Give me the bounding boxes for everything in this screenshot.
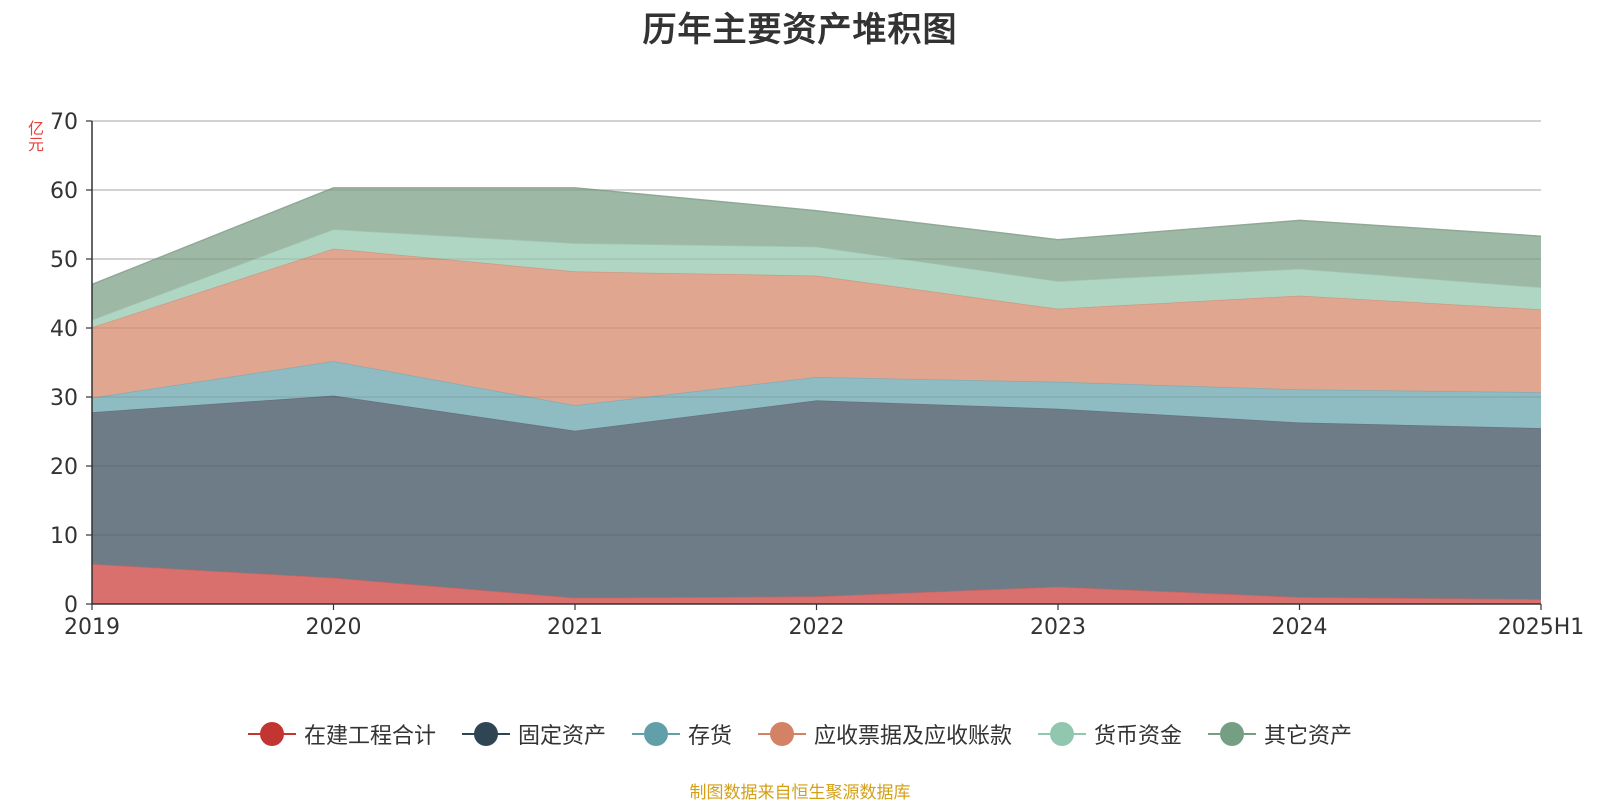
- area-series-2: [92, 361, 1541, 431]
- legend-label: 其它资产: [1264, 724, 1353, 749]
- y-tick-label: 20: [50, 455, 78, 480]
- legend-item[interactable]: 货币资金: [1038, 718, 1182, 750]
- legend-item[interactable]: 应收票据及应收账款: [758, 718, 1012, 750]
- y-tick-label: 40: [50, 317, 78, 342]
- stacked-area-chart: 0 10 20 30 40 50 60 70 2019 2020 2021 2022 2023 2024 2…: [50, 110, 1584, 640]
- legend-marker-icon: [247, 722, 296, 746]
- legend-marker-icon: [1208, 722, 1257, 746]
- x-tick-label: 2022: [789, 615, 845, 640]
- axes: 0 10 20 30 40 50 60 70 2019 2020 2021 2022 2023 2024 2…: [50, 110, 1584, 640]
- legend-item[interactable]: 固定资产: [461, 718, 606, 750]
- y-tick-label: 30: [50, 386, 78, 411]
- y-tick-label: 0: [64, 593, 78, 618]
- y-axis-unit: 亿元: [25, 120, 44, 152]
- legend-item[interactable]: 其它资产: [1208, 718, 1352, 750]
- legend-marker-icon: [631, 722, 680, 746]
- legend-label: 应收票据及应收账款: [814, 724, 1013, 749]
- x-tick-label: 2019: [64, 615, 120, 640]
- legend-item[interactable]: 存货: [631, 718, 732, 750]
- legend-label: 在建工程合计: [303, 724, 436, 749]
- x-tick-label: 2023: [1030, 615, 1086, 640]
- chart-title: 历年主要资产堆积图: [642, 10, 958, 50]
- y-tick-label: 60: [50, 179, 78, 204]
- data-source-note: 制图数据来自恒生聚源数据库: [689, 783, 911, 803]
- legend: 在建工程合计 固定资产 存货 应收票据及应收账款 货币资金 其它资产: [0, 718, 1600, 750]
- area-series-0: [92, 564, 1541, 604]
- y-tick-label: 50: [50, 248, 78, 273]
- area-top-line-5: [91, 187, 1542, 286]
- legend-label: 货币资金: [1094, 724, 1183, 749]
- area-series-4: [92, 229, 1541, 328]
- legend-label: 存货: [687, 724, 732, 749]
- area-series: [91, 120, 1542, 604]
- x-tick-label: 2021: [547, 615, 603, 640]
- y-tick-label: 10: [50, 524, 78, 549]
- area-series-5: [92, 187, 1541, 320]
- area-series-1: [92, 395, 1541, 600]
- x-tick-label: 2025H1: [1498, 615, 1585, 640]
- legend-marker-icon: [1038, 722, 1087, 746]
- y-tick-label: 70: [50, 110, 78, 135]
- area-series-3: [92, 248, 1541, 406]
- x-tick-label: 2024: [1272, 615, 1328, 640]
- legend-label: 固定资产: [517, 724, 606, 749]
- x-tick-label: 2020: [306, 615, 362, 640]
- legend-marker-icon: [461, 722, 510, 746]
- legend-marker-icon: [758, 722, 806, 746]
- legend-item[interactable]: 在建工程合计: [247, 718, 436, 750]
